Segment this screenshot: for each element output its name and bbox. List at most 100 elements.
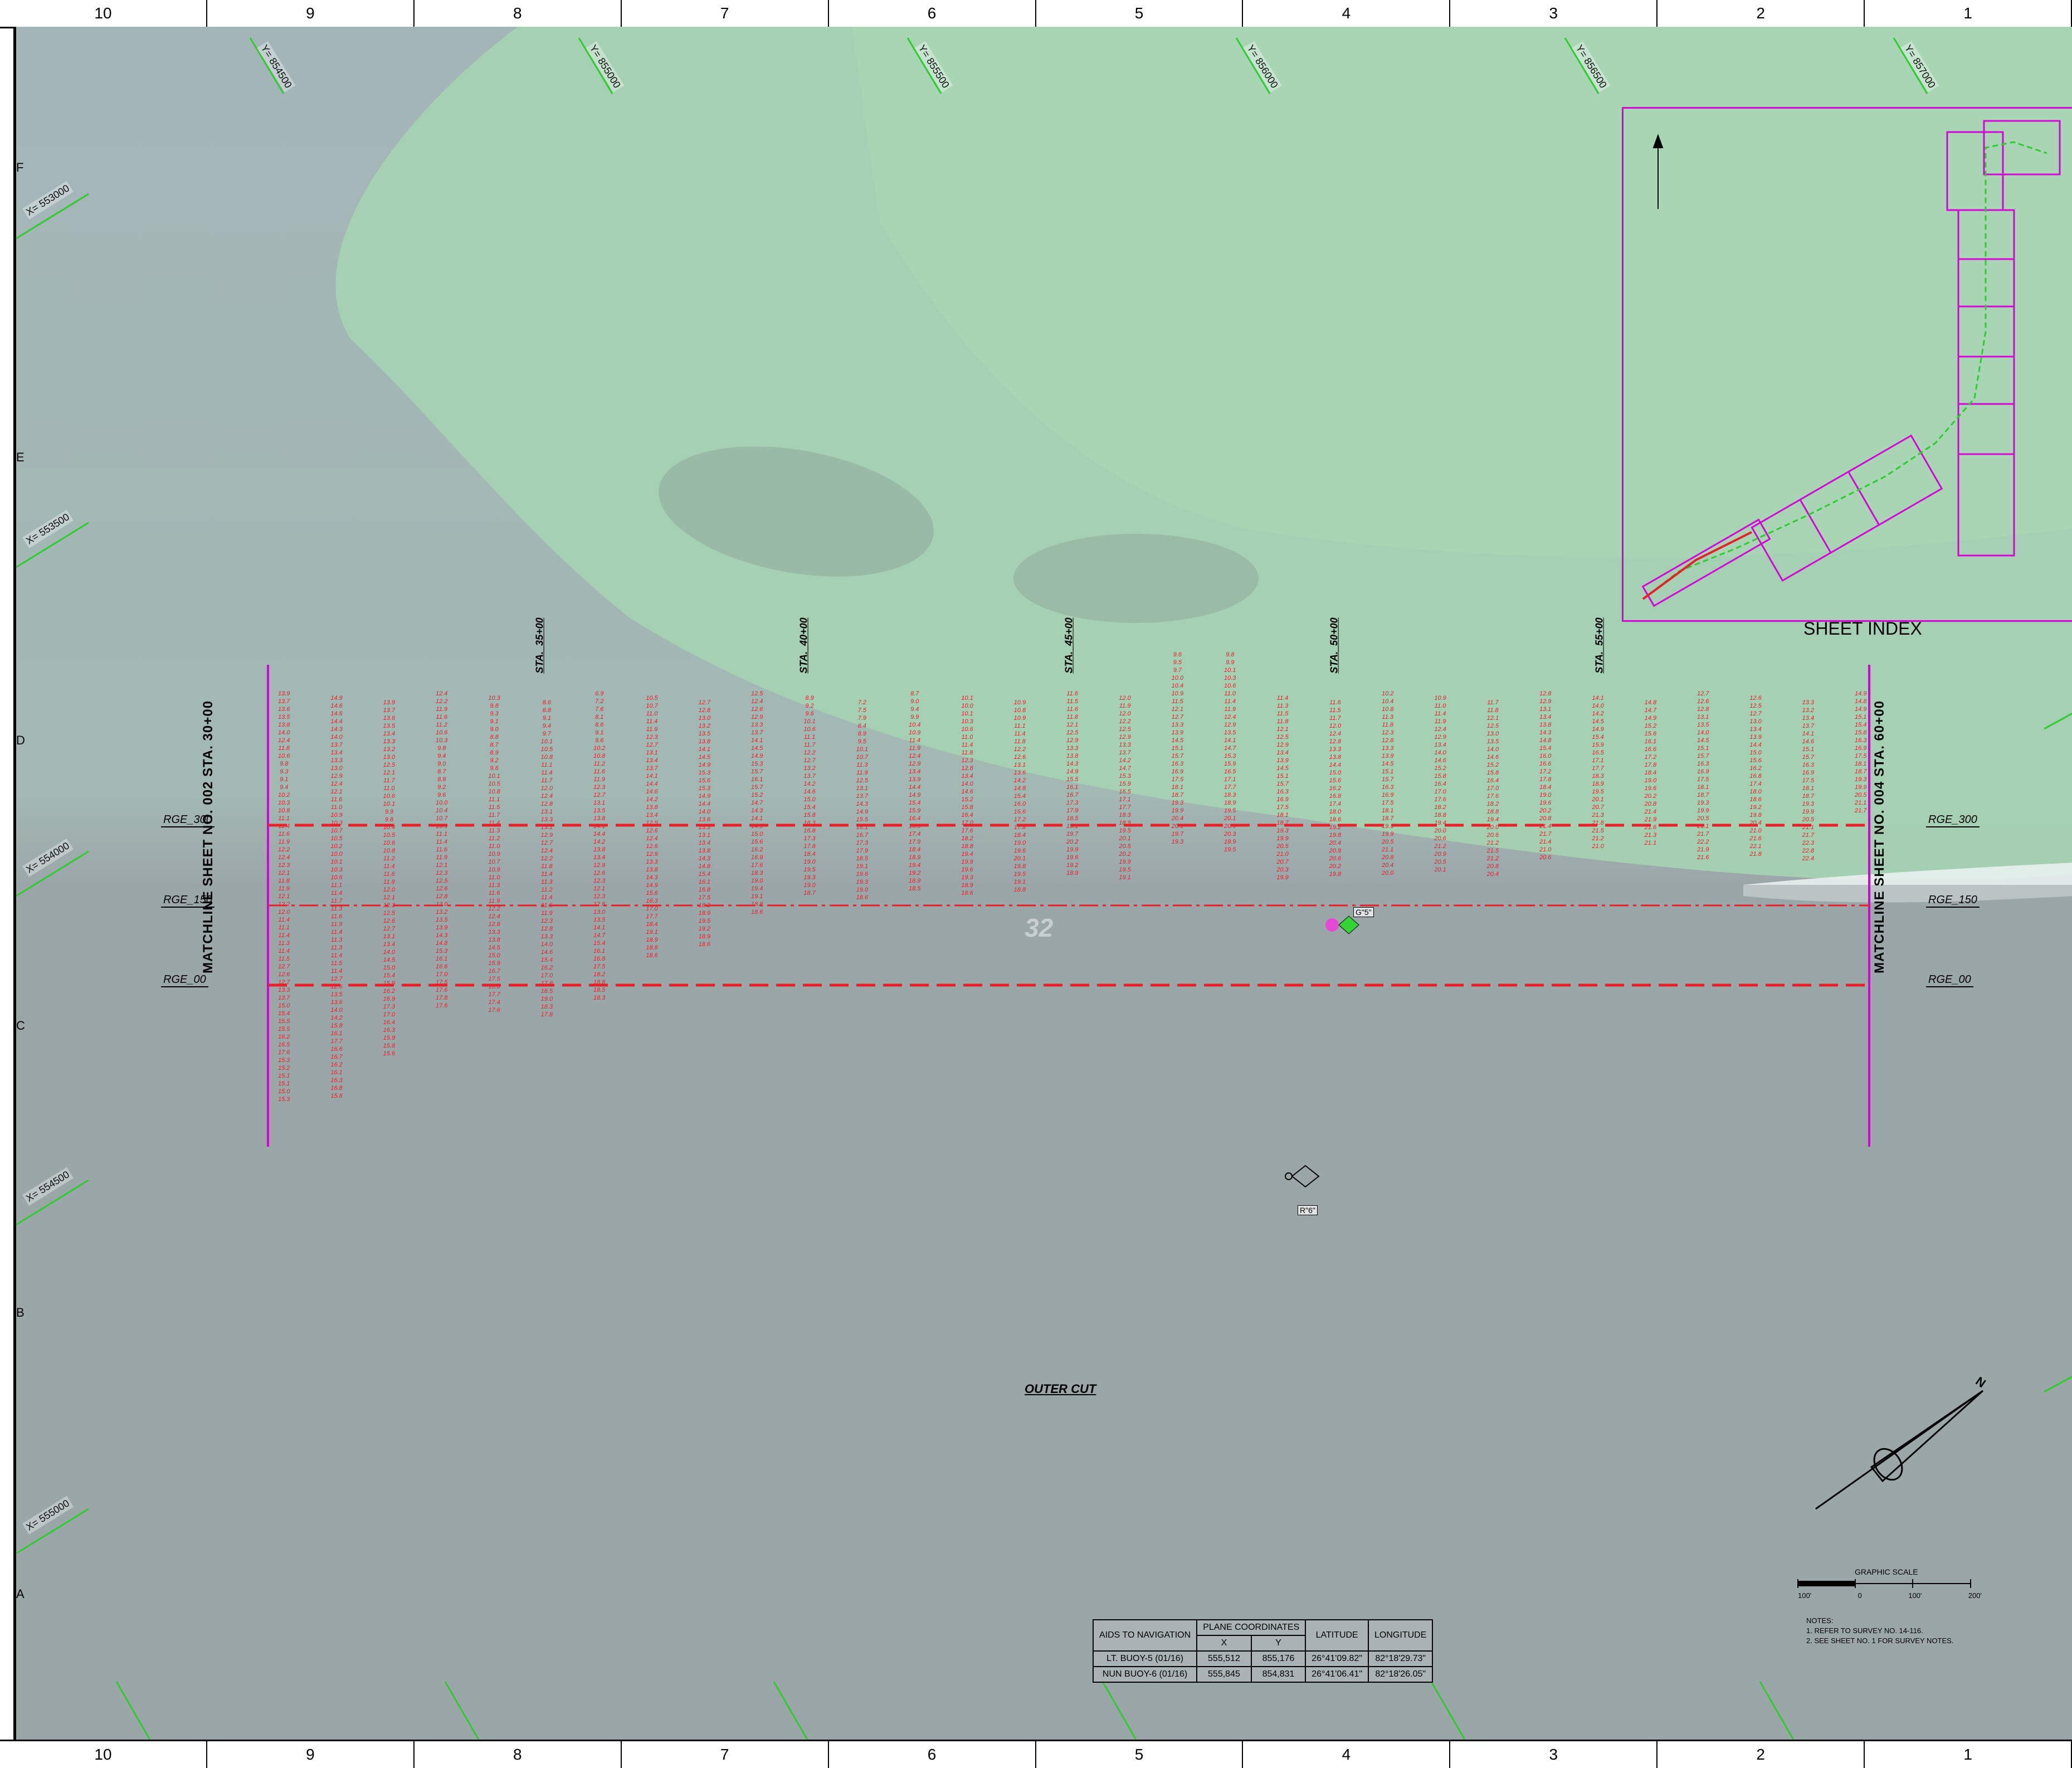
table-cell: 82°18'29.73" [1368,1650,1434,1667]
sounding-column: 10.9 11.0 11.4 11.9 12.4 12.9 13.4 14.0 … [1434,695,1446,873]
range-label-300-right: RGE_300 [1926,814,1980,827]
row-label-f: F [16,160,24,174]
top-border: 10 9 8 7 6 5 4 3 2 1 [0,0,2072,28]
range-label-00-left: RGE_00 [161,973,208,987]
sounding-column: 8.6 8.8 9.1 9.4 9.7 10.1 10.5 10.8 11.1 … [540,699,553,1018]
column-label: 9 [207,0,415,27]
notes-block: NOTES: 1. REFER TO SURVEY NO. 14-116. 2.… [1806,1616,1953,1646]
range-label-150-right: RGE_150 [1926,894,1980,908]
scale-tick: 0 [1858,1591,1862,1600]
matchline-left-label: MATCHLINE SHEET NO. 002 STA. 30+00 [200,700,216,973]
matchline-right-label: MATCHLINE SHEET NO. 004 STA. 60+00 [1871,700,1887,973]
column-label: 4 [1243,0,1451,27]
table-cell: LT. BUOY-5 (01/16) [1092,1650,1198,1667]
sounding-column: 10.1 10.0 10.1 10.3 10.6 11.0 11.4 11.8 … [961,695,973,897]
station-label: STA._40+00 [798,617,810,674]
scale-tick: 200' [1968,1591,1982,1600]
note-item: 2. SEE SHEET NO. 1 FOR SURVEY NOTES. [1806,1637,1954,1645]
sounding-column: 12.4 12.2 11.9 11.6 11.2 10.6 10.3 9.8 9… [436,690,448,1009]
sounding-column: 11.4 11.3 11.5 11.8 12.1 12.5 12.9 13.4 … [1276,695,1289,881]
scale-title: GRAPHIC SCALE [1855,1567,1918,1576]
sounding-column: 14.9 14.6 14.6 14.4 14.3 14.0 13.7 13.4 … [330,695,343,1099]
table-cell: 82°18'26.05" [1368,1666,1434,1683]
column-label: 9 [207,1741,415,1768]
table-cell: 854,831 [1250,1666,1306,1683]
row-label-d: D [16,733,25,747]
sounding-column: 10.9 10.8 10.9 11.1 11.4 11.8 12.2 12.6 … [1013,699,1026,893]
bottom-border: 10 9 8 7 6 5 4 3 2 1 [0,1740,2072,1768]
table-cell: 555,512 [1196,1650,1252,1667]
sounding-column: 11.7 11.8 12.1 12.5 13.0 13.5 14.0 14.6 … [1486,699,1499,878]
column-label: 7 [622,0,829,27]
range-label-300-left: RGE_300 [161,814,214,827]
aids-to-navigation-table: AIDS TO NAVIGATION PLANE COORDINATES LAT… [1092,1619,1434,1683]
sounding-column: 12.5 12.4 12.6 12.9 13.3 13.7 14.1 14.5 … [751,690,763,915]
sounding-column: 12.7 12.8 13.0 13.2 13.5 13.8 14.1 14.5 … [698,699,711,948]
table-header: AIDS TO NAVIGATION [1092,1619,1198,1652]
sounding-column: 10.2 10.4 10.8 11.3 11.8 12.3 12.8 13.3 … [1382,690,1394,876]
sounding-column: 12.7 12.6 12.8 13.1 13.5 14.0 14.5 15.1 … [1697,690,1709,861]
sounding-column: 8.9 9.2 9.6 10.1 10.6 11.1 11.7 12.2 12.… [803,695,816,897]
row-label-e: E [16,450,25,464]
column-label: 10 [0,1741,207,1768]
sounding-column: 13.9 13.7 13.6 13.5 13.4 13.3 13.2 13.0 … [383,699,396,1057]
range-label-00-right: RGE_00 [1926,973,1973,987]
scale-tick: 100' [1908,1591,1922,1600]
table-header: LONGITUDE [1368,1619,1434,1652]
sounding-column: 11.6 11.5 11.6 11.8 12.1 12.5 12.9 13.3 … [1066,690,1079,876]
column-label: 2 [1657,1741,1865,1768]
column-label: 4 [1243,1741,1451,1768]
table-cell: 26°41'09.82" [1305,1650,1369,1667]
green-buoy-label: G"5" [1353,907,1374,917]
row-label-b: B [16,1306,25,1319]
sounding-column: 13.3 13.2 13.4 13.7 14.1 14.6 15.1 15.7 … [1802,699,1815,862]
sounding-column: 10.3 9.8 9.3 9.1 9.0 8.8 8.7 8.9 9.2 9.6… [488,695,500,1014]
note-item: 1. REFER TO SURVEY NO. 14-116. [1806,1626,1923,1635]
table-subheader: Y [1250,1635,1306,1652]
sounding-column: 9.8 9.9 10.1 10.3 10.6 11.0 11.4 11.9 12… [1224,651,1236,853]
red-buoy-label: R"6" [1298,1205,1318,1215]
column-label: 5 [1036,0,1244,27]
sheet-index-inset [1622,107,2072,622]
table-row: LT. BUOY-5 (01/16) 555,512 855,176 26°41… [1092,1650,1434,1667]
sheet-index-map [1641,120,2061,607]
table-subheader: X [1196,1635,1252,1652]
column-label: 7 [622,1741,829,1768]
table-header: PLANE COORDINATES [1196,1619,1306,1636]
column-label: 1 [1865,1741,2072,1768]
column-label: 8 [415,1741,622,1768]
column-label: 3 [1450,1741,1658,1768]
range-label-150-left: RGE_150 [161,894,214,908]
station-label: STA._45+00 [1063,617,1075,674]
sounding-column: 14.1 14.0 14.2 14.5 14.9 15.4 15.9 16.5 … [1592,695,1604,850]
notes-heading: NOTES: [1806,1616,1834,1625]
sounding-column: 12.0 11.9 12.0 12.2 12.5 12.9 13.3 13.7 … [1119,695,1131,881]
sounding-column: 12.8 12.9 13.1 13.4 13.8 14.3 14.8 15.4 … [1539,690,1552,861]
column-label: 8 [415,0,622,27]
row-label-c: C [16,1019,25,1032]
station-label: STA._50+00 [1328,617,1340,674]
column-label: 2 [1657,0,1865,27]
sounding-column: 14.8 14.7 14.9 15.2 15.6 16.1 16.6 17.2 … [1644,699,1657,846]
depth-marker: 32 [1025,913,1054,942]
table-cell: 855,176 [1250,1650,1306,1667]
north-arrow [1815,1390,1984,1510]
scale-ticks: 100' 0 100' 200' [1798,1591,1982,1600]
table-cell: NUN BUOY-6 (01/16) [1092,1666,1198,1683]
column-label: 6 [829,0,1036,27]
sounding-column: 7.2 7.5 7.9 8.4 8.9 9.5 10.1 10.7 11.3 1… [856,699,869,901]
sounding-column: 10.5 10.7 11.0 11.4 11.9 12.3 12.7 13.1 … [646,695,658,959]
sounding-column: 9.6 9.5 9.7 10.0 10.4 10.9 11.5 12.1 12.… [1171,651,1184,845]
sounding-column: 6.9 7.2 7.6 8.1 8.6 9.1 9.6 10.2 10.8 11… [593,690,606,1001]
station-label: STA._55+00 [1593,617,1605,674]
aerial-photo [16,27,2072,1740]
column-label: 5 [1036,1741,1244,1768]
sounding-column: 14.9 14.8 14.9 15.1 15.4 15.8 16.3 16.9 … [1855,690,1867,814]
column-label: 3 [1450,0,1658,27]
column-label: 10 [0,0,207,27]
map-frame: F E D C B A Y= 854500 Y= 855000 Y= 85550… [13,27,2072,1740]
sounding-column: 11.6 11.5 11.7 12.0 12.4 12.8 13.3 13.8 … [1329,699,1342,878]
table-cell: 26°41'06.41" [1305,1666,1369,1683]
row-label-a: A [16,1587,25,1601]
station-label: STA._35+00 [534,617,545,674]
